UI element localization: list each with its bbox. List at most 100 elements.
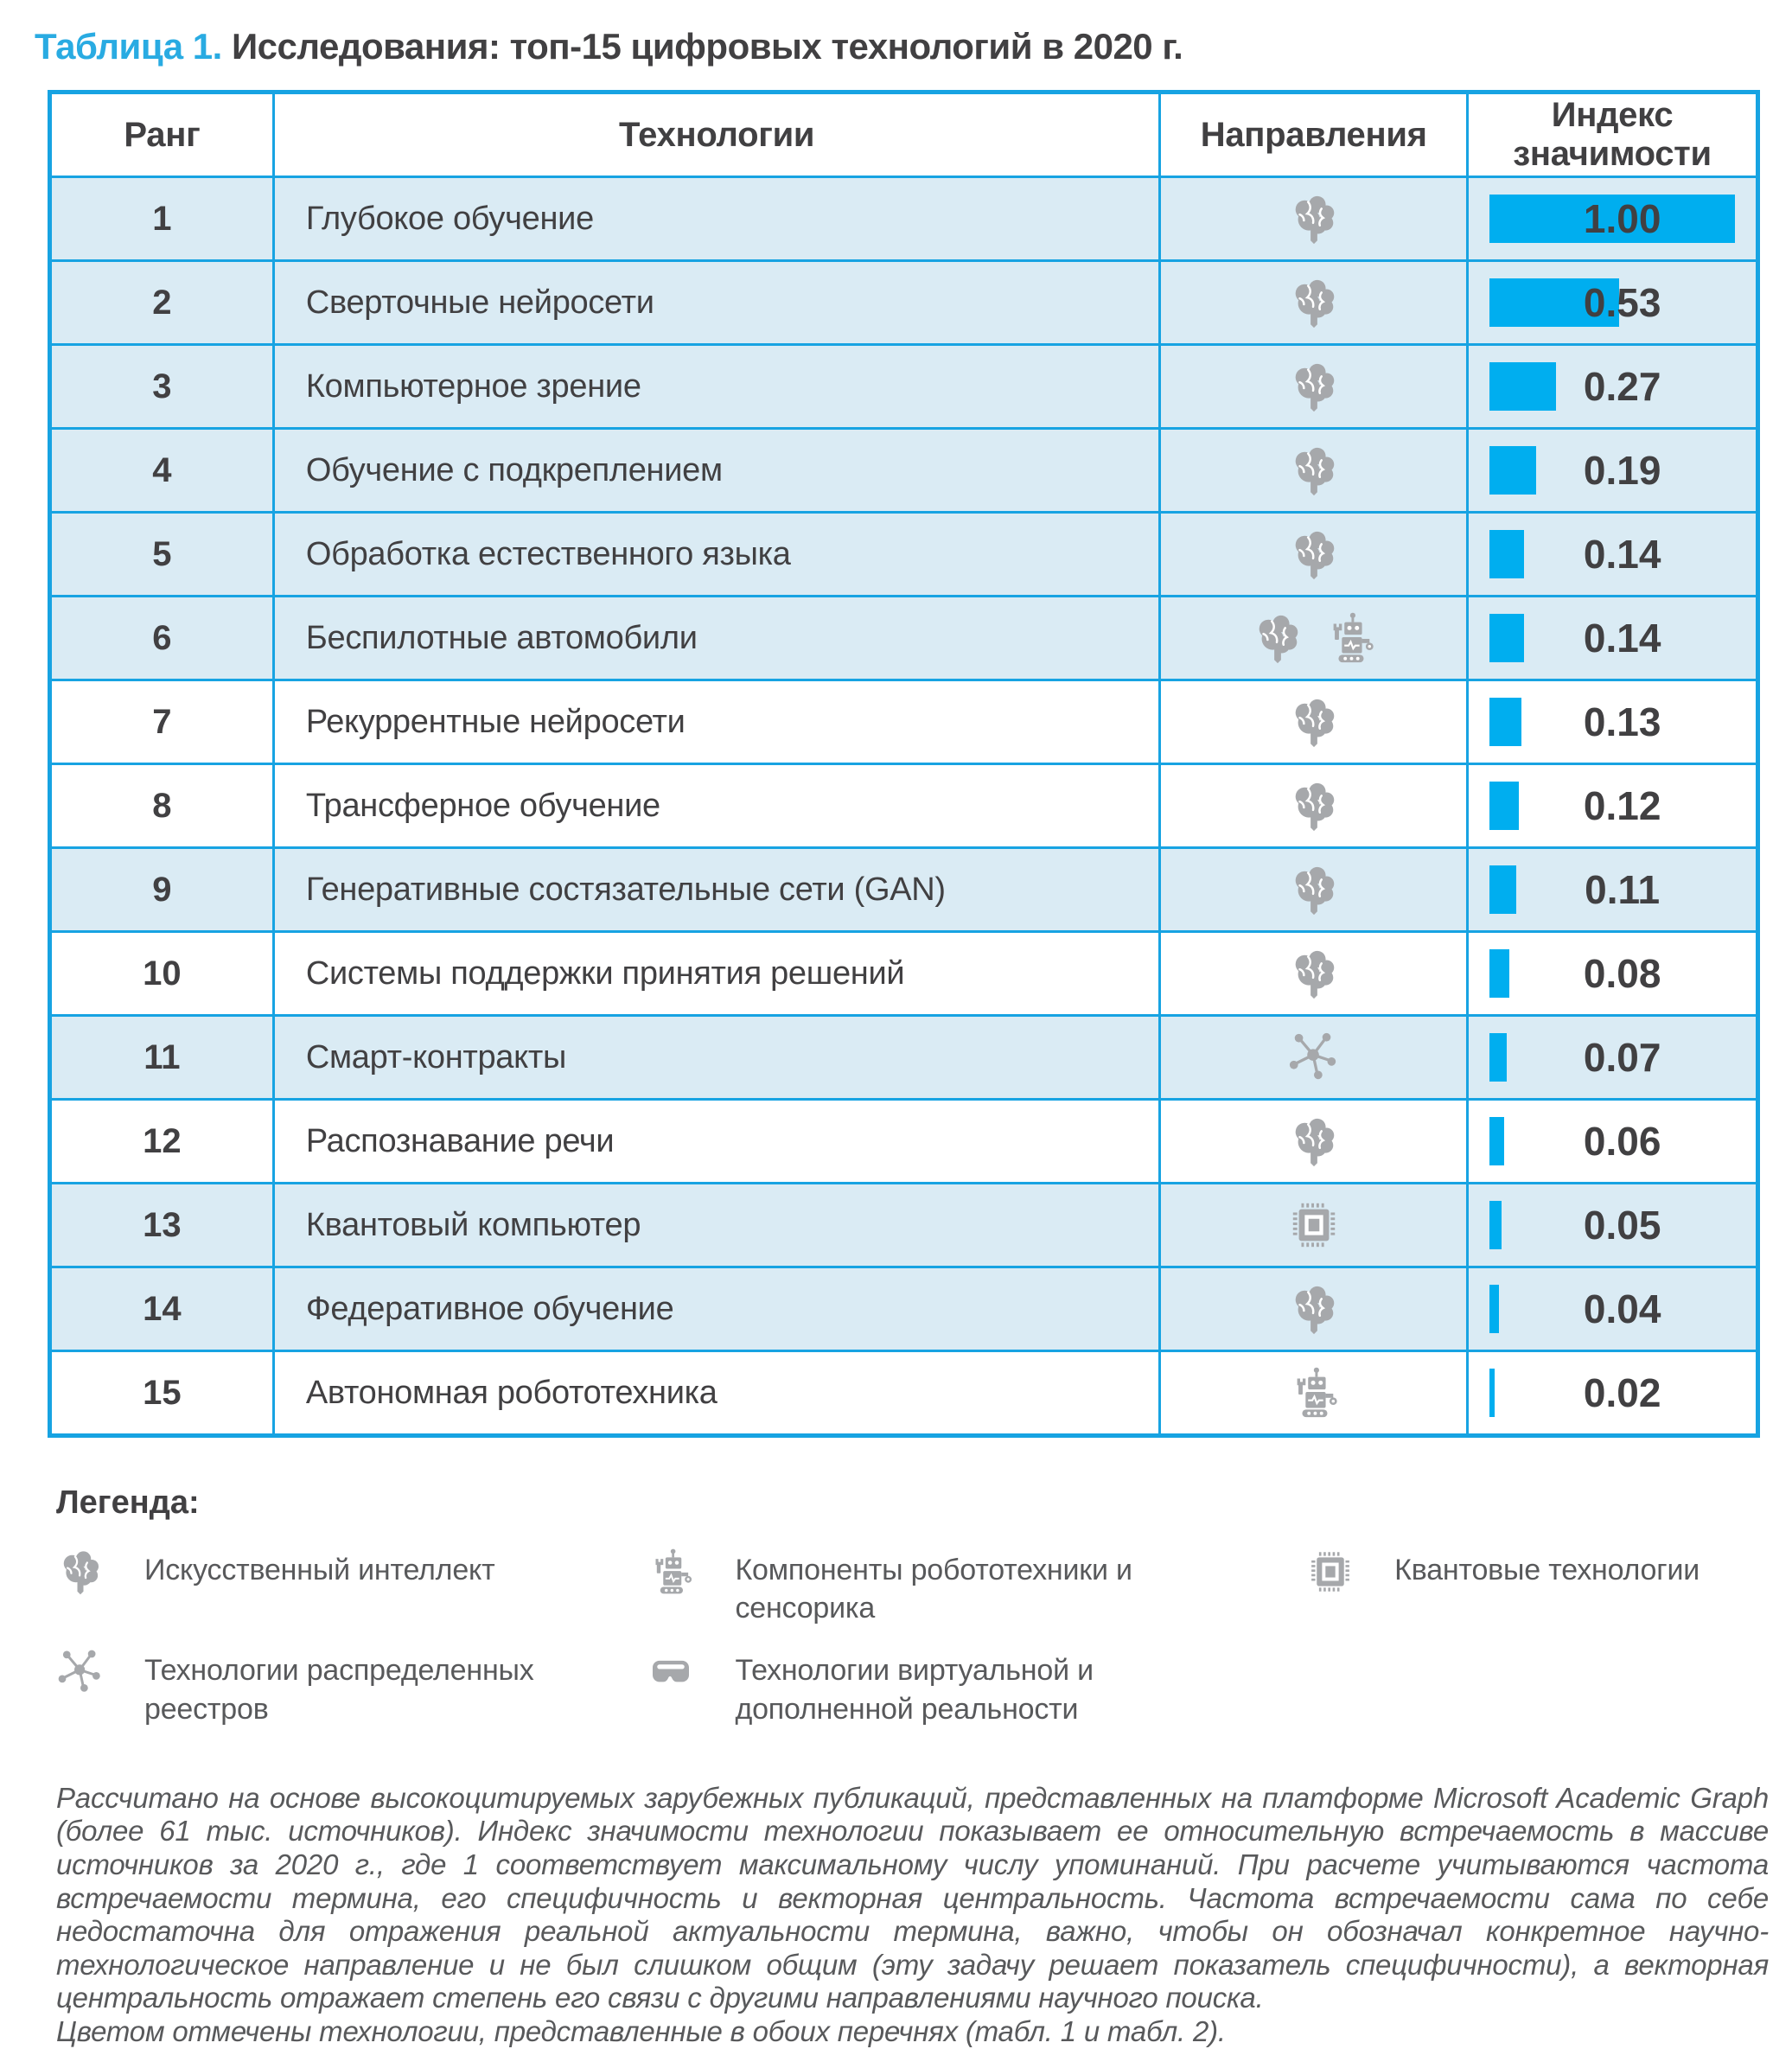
index-cell: 0.12	[1466, 763, 1759, 849]
index-bar	[1489, 865, 1517, 914]
footnote-color-note: Цветом отмечены технологии, представленн…	[56, 2015, 1226, 2048]
technology-cell: Компьютерное зрение	[271, 343, 1162, 430]
header-technologies: Технологии	[271, 91, 1162, 178]
index-cell: 0.14	[1466, 595, 1759, 681]
index-bar	[1489, 362, 1556, 411]
header-areas: Направления	[1158, 91, 1470, 178]
legend-item-label: Искусственный интеллект	[144, 1554, 495, 1586]
index-value: 0.12	[1583, 783, 1661, 828]
legend-item: Технологии распределенных реестров	[56, 1648, 647, 1727]
legend-heading: Легенда:	[56, 1484, 200, 1521]
table-row: 1 Глубокое обучение 1.00	[48, 176, 1759, 262]
legend-item: Квантовые технологии	[1306, 1551, 1769, 1627]
table-caption: Таблица 1. Исследования: топ-15 цифровых…	[35, 26, 1768, 67]
areas-cell	[1158, 427, 1470, 514]
index-value: 1.00	[1583, 196, 1661, 241]
index-value: 0.14	[1583, 616, 1661, 661]
table-header: Ранг Технологии Направления Индекс значи…	[48, 91, 1759, 178]
network-icon	[56, 1648, 105, 1696]
table-row: 2 Сверточные нейросети 0.53	[48, 259, 1759, 346]
table-row: 6 Беспилотные автомобили 0.14	[48, 595, 1759, 681]
brain-icon	[1287, 360, 1341, 413]
index-cell: 0.19	[1466, 427, 1759, 514]
technology-cell: Рекуррентные нейросети	[271, 679, 1162, 765]
table-row: 9 Генеративные состязательные сети (GAN) 0…	[48, 846, 1759, 933]
index-cell: 0.04	[1466, 1266, 1759, 1352]
table-row: 11 Смарт-контракты 0.07	[48, 1014, 1759, 1101]
table-body: 1 Глубокое обучение 1.00 2 Сверточные нейрос…	[48, 176, 1759, 1437]
index-cell: 0.07	[1466, 1014, 1759, 1101]
brain-icon	[1287, 527, 1341, 581]
index-bar	[1489, 1033, 1507, 1082]
areas-cell	[1158, 176, 1470, 262]
index-cell: 0.06	[1466, 1098, 1759, 1184]
footnote: Рассчитано на основе высокоцитируемых за…	[56, 1782, 1769, 2049]
brain-icon	[1287, 947, 1341, 1000]
technology-cell: Распознавание речи	[271, 1098, 1162, 1184]
index-bar	[1489, 530, 1524, 578]
technology-cell: Обработка естественного языка	[271, 511, 1162, 597]
index-value: 0.27	[1583, 364, 1661, 409]
index-value: 0.06	[1583, 1119, 1661, 1164]
rank-cell: 3	[48, 343, 275, 430]
legend: Искусственный интеллект Компоненты робото…	[56, 1548, 1769, 1728]
legend-item-label: Квантовые технологии	[1394, 1554, 1700, 1586]
header-rank: Ранг	[48, 91, 275, 178]
table-header-row: Ранг Технологии Направления Индекс значи…	[48, 91, 1759, 178]
index-bar	[1489, 1285, 1500, 1333]
robot-icon	[1287, 1366, 1341, 1420]
technology-cell: Трансферное обучение	[271, 763, 1162, 849]
brain-icon	[1287, 192, 1341, 246]
table-row: 5 Обработка естественного языка 0.14	[48, 511, 1759, 597]
technology-cell: Сверточные нейросети	[271, 259, 1162, 346]
index-cell: 0.02	[1466, 1350, 1759, 1437]
robot-icon	[1323, 611, 1377, 665]
rank-cell: 10	[48, 930, 275, 1017]
technology-cell: Беспилотные автомобили	[271, 595, 1162, 681]
areas-cell	[1158, 595, 1470, 681]
brain-icon	[1287, 1114, 1341, 1168]
brain-icon	[1287, 779, 1341, 833]
index-cell: 0.14	[1466, 511, 1759, 597]
brain-icon	[56, 1548, 105, 1596]
index-bar	[1489, 698, 1521, 746]
brain-icon	[1251, 611, 1304, 665]
technology-cell: Генеративные состязательные сети (GAN)	[271, 846, 1162, 933]
rank-cell: 6	[48, 595, 275, 681]
legend-item: Искусственный интеллект	[56, 1551, 647, 1627]
index-bar	[1489, 195, 1735, 243]
rank-cell: 8	[48, 763, 275, 849]
index-cell: 0.13	[1466, 679, 1759, 765]
table-row: 14 Федеративное обучение 0.04	[48, 1266, 1759, 1352]
index-bar	[1489, 1369, 1495, 1417]
chip-icon	[1287, 1198, 1341, 1252]
index-cell: 1.00	[1466, 176, 1759, 262]
brain-icon	[1287, 695, 1341, 749]
technology-cell: Автономная робототехника	[271, 1350, 1162, 1437]
table-row: 12 Распознавание речи 0.06	[48, 1098, 1759, 1184]
index-value: 0.04	[1583, 1286, 1661, 1331]
areas-cell	[1158, 846, 1470, 933]
table-row: 3 Компьютерное зрение 0.27	[48, 343, 1759, 430]
areas-cell	[1158, 1098, 1470, 1184]
brain-icon	[1287, 863, 1341, 916]
rank-cell: 12	[48, 1098, 275, 1184]
table-row: 8 Трансферное обучение 0.12	[48, 763, 1759, 849]
technology-cell: Глубокое обучение	[271, 176, 1162, 262]
index-value: 0.13	[1583, 699, 1661, 744]
areas-cell	[1158, 1350, 1470, 1437]
areas-cell	[1158, 1014, 1470, 1101]
rank-cell: 14	[48, 1266, 275, 1352]
index-value: 0.08	[1583, 951, 1661, 996]
table-row: 4 Обучение с подкреплением 0.19	[48, 427, 1759, 514]
index-bar	[1489, 1201, 1502, 1249]
table-row: 7 Рекуррентные нейросети 0.13	[48, 679, 1759, 765]
areas-cell	[1158, 259, 1470, 346]
table-caption-label: Таблица 1.	[35, 26, 222, 67]
rank-cell: 9	[48, 846, 275, 933]
index-value: 0.02	[1583, 1370, 1661, 1415]
index-cell: 0.08	[1466, 930, 1759, 1017]
index-bar	[1489, 446, 1536, 495]
areas-cell	[1158, 511, 1470, 597]
